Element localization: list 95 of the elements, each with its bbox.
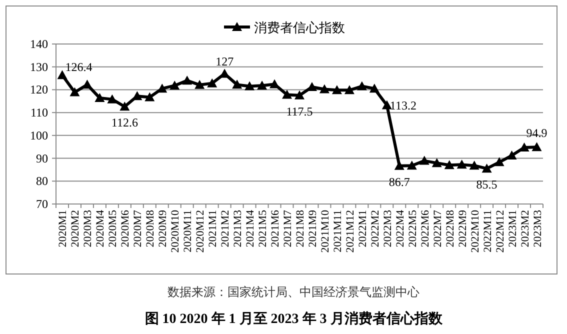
point bbox=[107, 94, 118, 104]
point bbox=[494, 157, 504, 166]
data-label: 113.2 bbox=[390, 98, 416, 112]
y-tick-label: 80 bbox=[36, 174, 48, 188]
x-tick-label: 2021M8 bbox=[294, 210, 306, 248]
data-label: 86.7 bbox=[388, 174, 410, 189]
source-note: 数据来源：国家统计局、中国经济景气监测中心 bbox=[168, 285, 420, 299]
point bbox=[220, 68, 230, 78]
y-tick-label: 90 bbox=[36, 151, 48, 166]
point bbox=[382, 100, 392, 110]
x-tick-label: 2020M7 bbox=[132, 210, 144, 248]
x-tick-label: 2022M6 bbox=[419, 210, 432, 248]
x-tick-label: 2022M5 bbox=[406, 210, 419, 248]
point bbox=[94, 92, 105, 102]
point bbox=[132, 91, 142, 100]
x-tick-label: 2021M6 bbox=[270, 210, 282, 248]
legend-label: 消费者信心指数 bbox=[254, 20, 345, 35]
point bbox=[57, 70, 68, 80]
x-tick-label: 2021M11 bbox=[332, 210, 344, 252]
point bbox=[369, 84, 380, 93]
point bbox=[432, 158, 442, 168]
x-tick-label: 2022M1 bbox=[356, 210, 369, 248]
data-label: 127 bbox=[216, 54, 234, 69]
point bbox=[157, 84, 168, 93]
x-tick-label: 2021M1 bbox=[207, 210, 220, 248]
x-tick-label: 2022M12 bbox=[494, 210, 506, 253]
x-tick-label: 2022M9 bbox=[456, 210, 469, 248]
x-tick-label: 2020M5 bbox=[107, 210, 120, 248]
x-tick-label: 2023M2 bbox=[519, 210, 532, 248]
x-tick-label: 2022M2 bbox=[369, 210, 382, 248]
y-tick-label: 140 bbox=[30, 37, 48, 51]
x-tick-label: 2020M11 bbox=[182, 210, 194, 252]
point bbox=[532, 142, 542, 152]
point bbox=[170, 80, 180, 90]
data-label: 85.5 bbox=[476, 178, 498, 192]
point bbox=[294, 90, 304, 100]
point bbox=[144, 92, 155, 102]
data-label: 94.9 bbox=[526, 126, 548, 140]
point bbox=[444, 160, 454, 170]
x-tick-label: 2020M8 bbox=[144, 210, 157, 248]
x-tick-label: 2020M10 bbox=[170, 210, 182, 253]
x-tick-label: 2020M1 bbox=[57, 210, 70, 248]
point bbox=[282, 90, 292, 99]
data-label: 112.6 bbox=[111, 116, 138, 130]
point bbox=[519, 142, 530, 152]
x-tick-label: 2022M8 bbox=[444, 210, 456, 248]
point bbox=[232, 80, 242, 89]
x-tick-label: 2022M11 bbox=[482, 210, 494, 252]
point bbox=[257, 80, 268, 90]
x-tick-label: 2021M10 bbox=[319, 210, 332, 253]
x-tick-label: 2022M10 bbox=[469, 210, 482, 253]
point bbox=[120, 102, 130, 111]
x-tick-label: 2020M9 bbox=[157, 210, 170, 248]
point bbox=[456, 160, 467, 169]
x-tick-label: 2021M2 bbox=[220, 210, 232, 248]
x-tick-label: 2023M1 bbox=[506, 210, 519, 248]
x-tick-label: 2020M4 bbox=[94, 210, 107, 248]
x-tick-label: 2021M9 bbox=[306, 210, 319, 248]
point bbox=[419, 156, 430, 165]
x-tick-label: 2020M3 bbox=[82, 210, 94, 248]
point bbox=[319, 84, 330, 94]
y-tick-label: 110 bbox=[30, 106, 48, 120]
y-tick-label: 70 bbox=[36, 197, 48, 211]
x-tick-label: 2021M12 bbox=[344, 210, 356, 253]
x-tick-label: 2022M3 bbox=[382, 210, 394, 248]
x-tick-label: 2020M6 bbox=[120, 210, 132, 248]
text: 图 10 2020 年 1 月至 2023 年 3 月消费者信心指数 bbox=[144, 310, 444, 327]
x-tick-label: 2021M5 bbox=[257, 210, 270, 248]
point bbox=[469, 160, 480, 170]
y-tick-label: 120 bbox=[30, 82, 48, 97]
data-label: 117.5 bbox=[286, 104, 313, 118]
x-tick-label: 2020M2 bbox=[70, 210, 82, 248]
point bbox=[406, 160, 417, 170]
data-label: 126.4 bbox=[65, 60, 92, 74]
point bbox=[194, 80, 205, 89]
point bbox=[70, 87, 80, 96]
point bbox=[182, 76, 192, 85]
y-tick-label: 100 bbox=[30, 128, 48, 142]
point bbox=[506, 150, 517, 160]
y-tick-label: 130 bbox=[30, 60, 48, 74]
point bbox=[344, 85, 354, 94]
x-tick-label: 2020M12 bbox=[194, 210, 207, 253]
point bbox=[332, 85, 342, 94]
x-tick-label: 2021M4 bbox=[244, 210, 257, 248]
point bbox=[356, 81, 367, 90]
x-tick-label: 2022M4 bbox=[394, 210, 406, 248]
x-tick-label: 2022M7 bbox=[432, 210, 444, 248]
point bbox=[482, 164, 492, 173]
x-tick-label: 2021M7 bbox=[282, 210, 294, 248]
x-tick-label: 2021M3 bbox=[232, 210, 244, 248]
x-tick-label: 2023M3 bbox=[532, 210, 544, 248]
point bbox=[207, 78, 218, 88]
point bbox=[244, 81, 255, 90]
point bbox=[394, 160, 404, 170]
point bbox=[82, 80, 92, 89]
